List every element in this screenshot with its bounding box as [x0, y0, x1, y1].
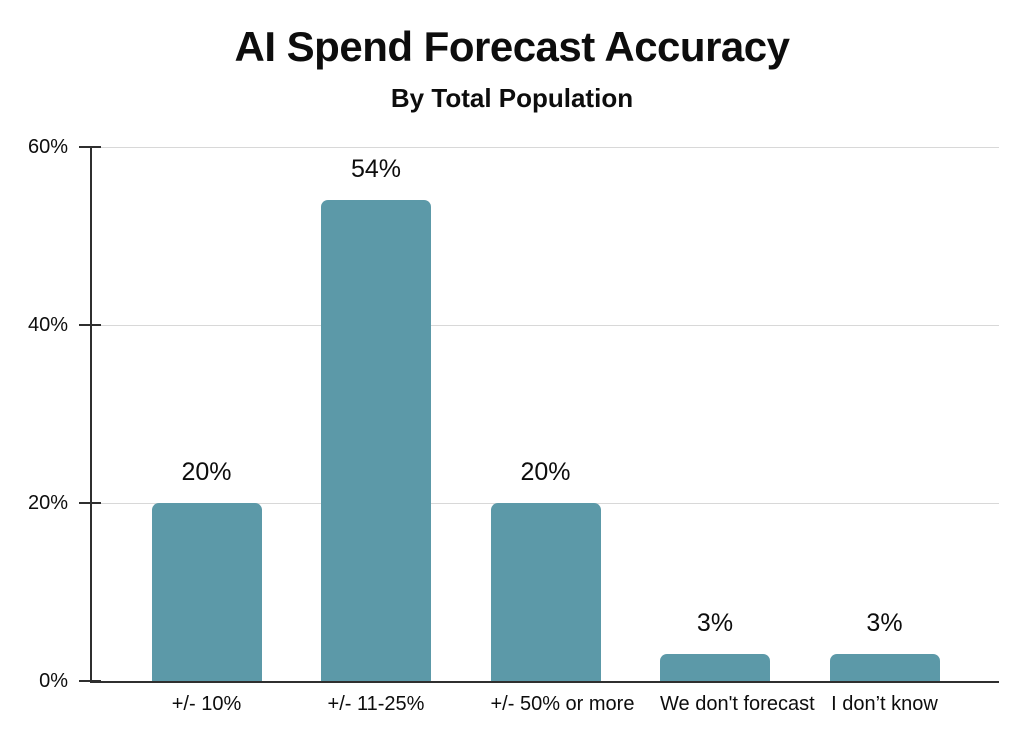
y-axis-tick-label: 0% [39, 670, 68, 692]
bar-value-label: 20% [181, 458, 232, 486]
y-axis-tick [79, 146, 101, 148]
bar-column: 54% [321, 147, 431, 681]
category-label: We don't forecast [660, 693, 815, 715]
bars-row: 20% 54% 20% 3% 3% [92, 147, 999, 681]
gridline-60 [92, 147, 999, 148]
y-axis-tick [79, 680, 101, 682]
bar [490, 503, 601, 681]
gridline-40 [92, 325, 999, 326]
bar-value-label: 20% [520, 458, 571, 486]
bar-column: 20% [151, 147, 262, 681]
y-axis-tick [79, 323, 101, 326]
bar [829, 654, 940, 681]
bar [321, 200, 431, 681]
bar-value-label: 3% [866, 609, 903, 638]
category-label: +/- 11-25% [327, 693, 425, 715]
y-axis-tick-label: 20% [27, 491, 68, 514]
bar-value-label: 3% [696, 609, 734, 638]
bar-value-label: 54% [350, 155, 402, 184]
chart-subtitle: By Total Population [390, 83, 634, 113]
category-label: I don’t know [831, 693, 938, 715]
bar [660, 654, 770, 681]
y-axis-tick-label: 60% [27, 136, 68, 158]
bar [151, 503, 262, 681]
bar-column: 3% [660, 147, 770, 681]
category-label: +/- 10% [171, 693, 242, 715]
plot-area: 20% 54% 20% 3% 3% +/- 10% +/- 11-25% +/- 50% o… [28, 136, 999, 715]
category-label: +/- 50% or more [490, 693, 635, 715]
chart-title: AI Spend Forecast Accuracy [234, 23, 790, 70]
category-labels-row: +/- 10% +/- 11-25% +/- 50% or more We don't… [92, 692, 999, 716]
y-axis-tick-label: 40% [27, 313, 68, 336]
bar-column: 3% [829, 147, 940, 681]
bar-column: 20% [490, 147, 601, 681]
y-axis-tick [79, 501, 101, 504]
